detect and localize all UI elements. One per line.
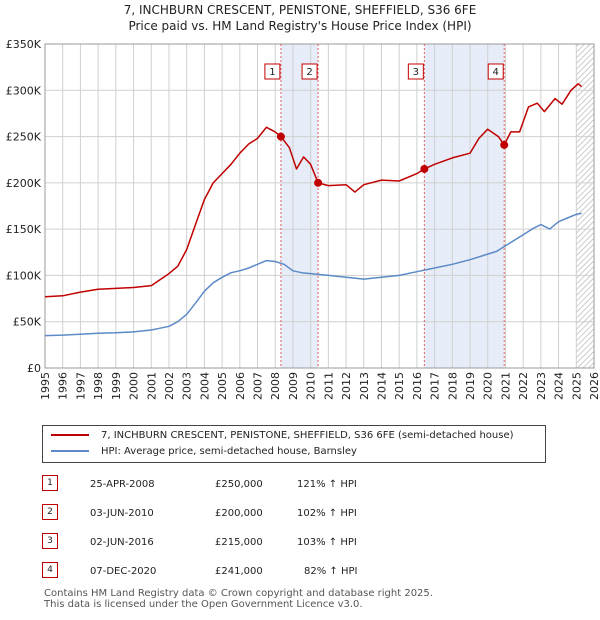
x-tick-label: 2010	[305, 372, 318, 400]
hpi-line	[44, 212, 582, 337]
x-tick-label: 2023	[535, 372, 548, 400]
sale-marker-label: 4	[493, 67, 499, 78]
sale-marker-box	[407, 63, 424, 80]
sale-marker-box	[264, 63, 281, 80]
x-tick-label: 2024	[553, 372, 566, 400]
sale-badge: 3	[42, 533, 58, 549]
x-tick-label: 1995	[39, 372, 52, 400]
plot-border	[44, 43, 595, 369]
sale-point	[500, 140, 509, 149]
y-tick-label: £150K	[6, 223, 42, 236]
sale-hpi: 121% ↑ HPI	[297, 479, 357, 490]
x-tick-label: 2017	[429, 372, 442, 400]
y-tick-label: £300K	[6, 84, 42, 97]
legend-item-hpi: HPI: Average price, semi-detached house,…	[51, 444, 357, 460]
x-tick-label: 1998	[92, 372, 105, 400]
shaded-range	[424, 44, 505, 368]
x-tick-label: 2008	[269, 372, 282, 400]
y-tick-label: £100K	[6, 269, 42, 282]
sale-badge: 1	[42, 475, 58, 491]
sale-marker-box	[487, 63, 504, 80]
legend-label-hpi: HPI: Average price, semi-detached house,…	[101, 446, 357, 457]
y-tick-label: £50K	[13, 316, 42, 329]
price-chart: £0 £50K £100K £150K £200K £250K £300K £350K 1995…	[6, 38, 600, 400]
y-tick-label: £200K	[6, 177, 42, 190]
footer-copyright: Contains HM Land Registry data © Crown c…	[44, 588, 433, 599]
sale-price: £215,000	[215, 537, 263, 548]
footer-licence: This data is licensed under the Open Gov…	[44, 599, 363, 610]
x-tick-label: 2007	[252, 372, 265, 400]
y-tick-label: £350K	[6, 38, 42, 51]
x-tick-label: 2001	[145, 372, 158, 400]
sale-hpi: 82% ↑ HPI	[304, 566, 358, 577]
table-row: 4 07-DEC-2020 £241,000 82% ↑ HPI	[42, 559, 442, 588]
chart-legend: 7, INCHBURN CRESCENT, PENISTONE, SHEFFIE…	[42, 425, 546, 463]
sales-table: 1 25-APR-2008 £250,000 121% ↑ HPI 2 03-J…	[42, 472, 442, 588]
sale-price: £200,000	[215, 508, 263, 519]
x-tick-label: 2009	[287, 372, 300, 400]
table-row: 1 25-APR-2008 £250,000 121% ↑ HPI	[42, 472, 442, 501]
x-tick-label: 2005	[216, 372, 229, 400]
shaded-range	[280, 44, 319, 368]
y-tick-label: £250K	[6, 131, 42, 144]
x-tick-label: 2004	[198, 372, 211, 400]
footer: Contains HM Land Registry data © Crown c…	[44, 588, 433, 610]
sale-date: 03-JUN-2010	[90, 508, 154, 519]
sale-hpi: 102% ↑ HPI	[297, 508, 357, 519]
legend-swatch-hpi	[51, 450, 89, 452]
x-tick-label: 2011	[322, 372, 335, 400]
x-tick-label: 2006	[234, 372, 247, 400]
x-tick-label: 2021	[499, 372, 512, 400]
x-tick-label: 1999	[110, 372, 123, 400]
sale-hpi: 103% ↑ HPI	[297, 537, 357, 548]
x-tick-label: 2000	[128, 372, 141, 400]
sale-point	[276, 132, 285, 141]
table-row: 3 02-JUN-2016 £215,000 103% ↑ HPI	[42, 530, 442, 559]
sale-marker-label: 3	[413, 67, 419, 78]
x-tick-label: 2013	[358, 372, 371, 400]
x-tick-label: 2020	[482, 372, 495, 400]
table-row: 2 03-JUN-2010 £200,000 102% ↑ HPI	[42, 501, 442, 530]
x-tick-label: 1996	[57, 372, 70, 400]
forecast-hatch	[576, 44, 594, 368]
legend-item-property: 7, INCHBURN CRESCENT, PENISTONE, SHEFFIE…	[51, 428, 514, 444]
sale-marker-label: 1	[269, 67, 275, 78]
sale-price: £241,000	[215, 566, 263, 577]
sale-marker-label: 2	[306, 67, 312, 78]
sale-date: 07-DEC-2020	[90, 566, 157, 577]
chart-title: 7, INCHBURN CRESCENT, PENISTONE, SHEFFIE…	[123, 3, 477, 17]
sale-point	[314, 178, 323, 187]
sale-date: 25-APR-2008	[90, 479, 155, 490]
x-tick-label: 2002	[163, 372, 176, 400]
legend-swatch-property	[51, 434, 89, 436]
legend-label-property: 7, INCHBURN CRESCENT, PENISTONE, SHEFFIE…	[101, 430, 514, 441]
y-tick-label: £0	[27, 362, 41, 375]
chart-subtitle: Price paid vs. HM Land Registry's House …	[128, 19, 472, 33]
x-tick-label: 2022	[517, 372, 530, 400]
x-tick-label: 2025	[570, 372, 583, 400]
x-tick-label: 2016	[411, 372, 424, 400]
x-tick-label: 2019	[464, 372, 477, 400]
sale-price: £250,000	[215, 479, 263, 490]
x-tick-label: 2003	[181, 372, 194, 400]
sale-date: 02-JUN-2016	[90, 537, 154, 548]
x-tick-label: 2014	[375, 372, 388, 400]
x-tick-label: 2026	[588, 372, 600, 400]
x-tick-label: 2018	[446, 372, 459, 400]
sale-point	[420, 164, 429, 173]
sale-badge: 2	[42, 504, 58, 520]
sale-marker-box	[301, 63, 318, 80]
sale-badge: 4	[42, 562, 58, 578]
x-tick-label: 2015	[393, 372, 406, 400]
x-tick-label: 2012	[340, 372, 353, 400]
x-tick-label: 1997	[74, 372, 87, 400]
